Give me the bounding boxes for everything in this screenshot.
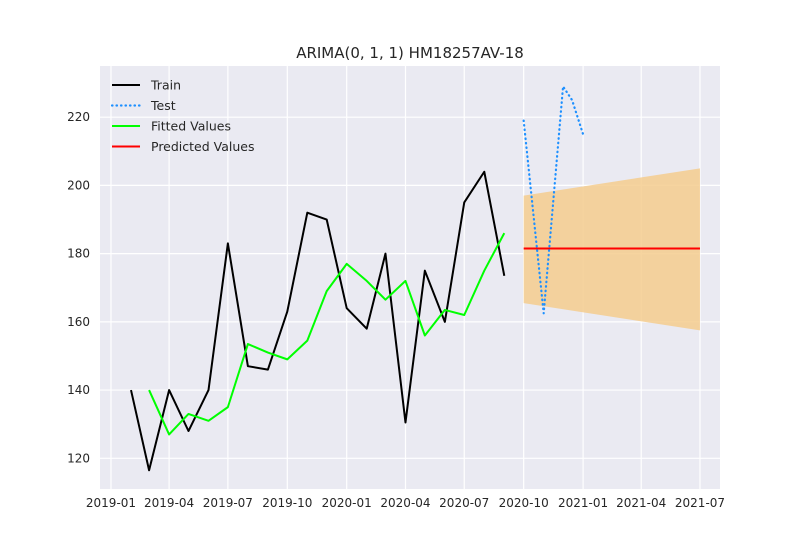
x-tick-label: 2019-01 — [86, 496, 136, 510]
series-line-fitted-values — [148, 232, 506, 436]
y-tick-label: 120 — [67, 451, 90, 465]
legend-label: Fitted Values — [151, 119, 231, 134]
chart-title: ARIMA(0, 1, 1) HM18257AV-18 — [296, 44, 524, 62]
x-tick-label: 2021-04 — [616, 496, 666, 510]
x-axis-ticks: 2019-01 2019-04 2019-07 2019-10 2020-01 2020-… — [86, 496, 725, 510]
y-tick-label: 220 — [67, 110, 90, 124]
x-tick-label: 2021-01 — [558, 496, 608, 510]
x-tick-label: 2020-10 — [499, 496, 549, 510]
series-lines — [130, 85, 700, 472]
legend-label: Train — [150, 78, 181, 93]
x-tick-label: 2019-07 — [203, 496, 253, 510]
legend-label: Predicted Values — [151, 139, 255, 154]
x-tick-label: 2019-04 — [144, 496, 194, 510]
y-tick-label: 200 — [67, 178, 90, 192]
legend: Train Test Fitted Values Predicted Values — [110, 78, 255, 154]
x-tick-label: 2019-10 — [262, 496, 312, 510]
x-tick-label: 2020-07 — [439, 496, 489, 510]
y-tick-label: 140 — [67, 383, 90, 397]
series-line-test — [522, 85, 585, 315]
y-tick-label: 160 — [67, 315, 90, 329]
x-tick-label: 2021-07 — [675, 496, 725, 510]
x-tick-label: 2020-01 — [322, 496, 372, 510]
x-tick-label: 2020-04 — [380, 496, 430, 510]
legend-label: Test — [150, 98, 176, 113]
y-tick-label: 180 — [67, 247, 90, 261]
y-axis-ticks: 120 140 160 180 200 220 — [67, 110, 90, 465]
